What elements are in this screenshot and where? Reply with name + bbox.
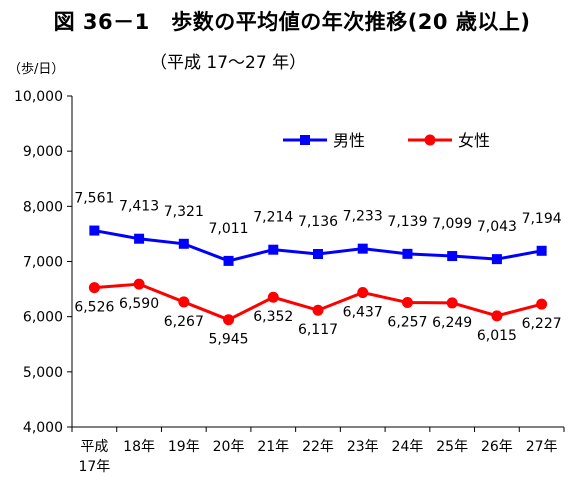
data-label: 7,214 [253,210,293,226]
data-label: 6,352 [253,309,293,325]
y-tick-label: 8,000 [23,199,63,215]
x-tick-label: 27年 [526,439,558,455]
data-label: 7,099 [432,216,472,232]
data-point [536,245,547,256]
x-tick-label: 25年 [436,439,468,455]
data-point [313,248,323,259]
data-point [223,255,234,266]
data-point [402,248,413,259]
legend-marker [424,134,436,146]
data-label: 6,267 [164,314,204,330]
x-tick-label: 17年 [78,459,110,475]
y-tick-label: 6,000 [23,310,63,326]
data-label: 6,015 [477,328,517,344]
data-label: 6,437 [343,305,383,321]
y-axis-unit: （歩/日） [8,62,65,77]
x-tick-label: 21年 [257,439,289,455]
data-label: 7,233 [343,209,383,225]
data-label: 7,011 [208,221,248,237]
data-label: 7,321 [164,204,204,220]
data-label: 6,257 [387,314,427,330]
data-label: 7,561 [74,191,114,207]
data-point [89,225,100,236]
y-tick-label: 10,000 [14,89,63,105]
data-point [133,278,145,290]
y-tick-label: 9,000 [23,144,63,160]
data-point [312,304,324,316]
x-tick-label: 22年 [302,439,334,455]
data-label: 6,117 [298,322,338,338]
legend-label: 男性 [333,131,365,150]
data-label: 6,590 [119,296,159,312]
data-label: 7,194 [522,211,562,227]
legend-label: 女性 [458,131,490,150]
data-point [446,297,458,309]
data-point [491,254,502,265]
data-label: 6,249 [432,315,472,331]
legend-marker [300,135,310,145]
data-point [134,233,145,244]
data-point [268,244,279,255]
x-tick-label: 20年 [213,439,245,455]
x-tick-label: 平成 [80,439,108,455]
data-point [536,298,548,310]
chart-subtitle: （平成 17～27 年） [150,53,307,73]
data-point [178,238,189,249]
x-tick-label: 26年 [481,439,513,455]
x-tick-label: 23年 [347,439,379,455]
data-label: 7,413 [119,199,159,215]
data-label: 6,227 [522,316,562,332]
data-point [491,310,503,322]
data-label: 7,139 [387,214,427,230]
chart-title: 図 36－1 歩数の平均値の年次推移(20 歳以上) [53,10,531,34]
data-label: 6,526 [74,300,114,316]
data-point [401,296,413,308]
data-point [223,314,235,326]
data-point [447,251,458,262]
data-point [178,296,190,308]
data-point [357,287,369,299]
data-point [357,243,368,254]
data-label: 7,136 [298,214,338,230]
x-tick-label: 19年 [168,439,200,455]
data-label: 5,945 [208,332,248,348]
y-tick-label: 5,000 [23,365,63,381]
y-tick-label: 4,000 [23,420,63,436]
y-tick-label: 7,000 [23,255,63,271]
x-tick-label: 24年 [392,439,424,455]
data-point [88,282,100,294]
data-label: 7,043 [477,219,517,235]
x-tick-label: 18年 [123,439,155,455]
data-point [267,291,279,303]
